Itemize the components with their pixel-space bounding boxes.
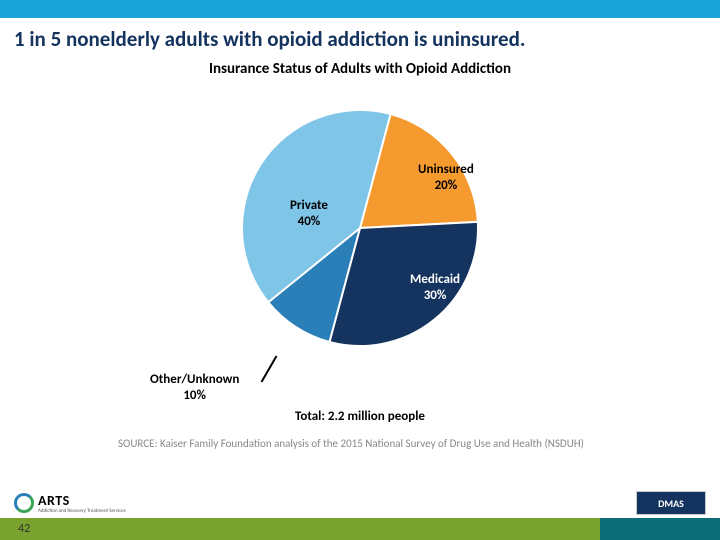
slice-label-medicaid: Medicaid30% bbox=[410, 272, 460, 303]
pie-svg bbox=[240, 108, 480, 348]
chart-source: SOURCE: Kaiser Family Foundation analysi… bbox=[118, 437, 584, 450]
headline-text: 1 in 5 nonelderly adults with opioid add… bbox=[14, 26, 525, 52]
slice-label-uninsured: Uninsured20% bbox=[418, 162, 474, 193]
dmas-logo: DMAS bbox=[636, 491, 706, 515]
callout-line-other bbox=[261, 356, 278, 383]
top-accent-bar bbox=[0, 0, 720, 18]
arts-ring-icon bbox=[14, 493, 34, 513]
slide-footer: ARTS Addiction and Recovery Treatment Se… bbox=[0, 488, 720, 540]
chart-container: Insurance Status of Adults with Opioid A… bbox=[0, 52, 720, 462]
dmas-label: DMAS bbox=[658, 497, 684, 510]
footer-band-teal bbox=[600, 518, 720, 540]
page-number: 42 bbox=[18, 522, 30, 536]
chart-total: Total: 2.2 million people bbox=[295, 409, 425, 424]
logo-row: ARTS Addiction and Recovery Treatment Se… bbox=[0, 488, 720, 518]
arts-label: ARTS bbox=[38, 492, 126, 509]
arts-logo: ARTS Addiction and Recovery Treatment Se… bbox=[14, 492, 126, 514]
footer-band-green: 42 bbox=[0, 518, 600, 540]
arts-text-block: ARTS Addiction and Recovery Treatment Se… bbox=[38, 492, 126, 514]
chart-title: Insurance Status of Adults with Opioid A… bbox=[209, 60, 511, 78]
pie-chart bbox=[240, 108, 480, 353]
slice-label-other-unknown: Other/Unknown10% bbox=[150, 372, 239, 403]
slide-headline: 1 in 5 nonelderly adults with opioid add… bbox=[0, 18, 720, 52]
footer-band: 42 bbox=[0, 518, 720, 540]
arts-subtitle: Addiction and Recovery Treatment Service… bbox=[38, 509, 126, 514]
slice-label-private: Private40% bbox=[290, 198, 328, 229]
